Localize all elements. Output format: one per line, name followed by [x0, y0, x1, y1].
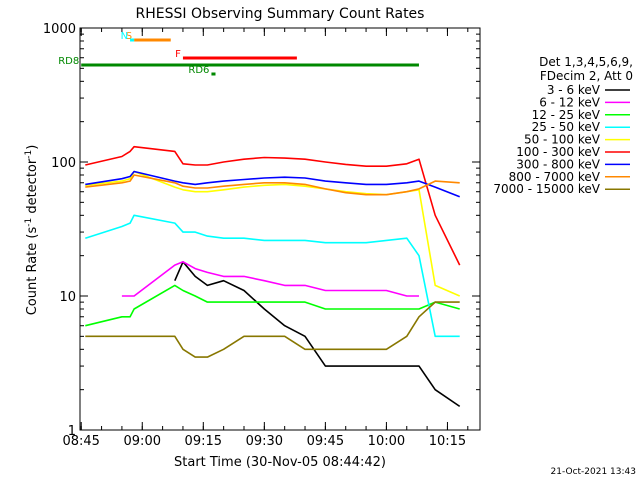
interval-label-rd6: RD6: [188, 65, 209, 76]
plot-area-border: [79, 27, 481, 431]
series-line-300-800-kev: [85, 170, 460, 198]
legend-label: 800 - 7000 keV: [509, 170, 601, 184]
interval-label-s: S: [126, 31, 132, 42]
series-line-3-6-kev: [174, 261, 461, 408]
legend-label: 50 - 100 keV: [524, 133, 601, 147]
x-tick-label: 08:45: [62, 434, 99, 449]
legend-label: 6 - 12 keV: [539, 95, 601, 109]
x-tick-label: 09:15: [185, 434, 222, 449]
interval-label-f: F: [175, 49, 181, 60]
series-layer: [85, 145, 461, 408]
series-line-7000-15000-kev: [85, 301, 460, 358]
y-axis-label-part-3: ): [25, 145, 40, 150]
series-line-25-50-kev: [85, 214, 460, 338]
chart-title: RHESSI Observing Summary Count Rates: [136, 6, 425, 22]
y-axis-label-sup-1: -1: [24, 218, 34, 227]
legend-label: 25 - 50 keV: [532, 120, 601, 134]
y-axis-label-part-2: detector: [25, 158, 40, 218]
legend-label: 100 - 300 keV: [516, 145, 600, 159]
legend-label: 12 - 25 keV: [532, 108, 601, 122]
series-line-12-25-kev: [85, 284, 460, 327]
legend-header-line-1: Det 1,3,4,5,6,9,: [539, 55, 633, 69]
y-tick-label: 1000: [43, 22, 76, 37]
timestamp: 21-Oct-2021 13:43: [551, 467, 636, 477]
series-line-800-7000-kev: [85, 174, 460, 196]
x-tick-label: 09:00: [124, 434, 161, 449]
y-tick-label: 100: [51, 156, 76, 171]
overlay-layer: SN F RD6 RD8: [58, 31, 419, 76]
y-tick-label: 1: [68, 424, 76, 439]
x-tick-label: 10:15: [429, 434, 466, 449]
series-line-6-12-kev: [121, 261, 419, 297]
y-axis-label-sup-2: -1: [24, 150, 34, 159]
legend-header-line-2: FDecim 2, Att 0: [540, 69, 633, 83]
interval-label-n: N: [121, 31, 128, 42]
legend-label: 300 - 800 keV: [516, 157, 600, 171]
x-tick-label: 10:00: [368, 434, 405, 449]
interval-label-rd8: RD8: [58, 56, 79, 67]
legend-label: 3 - 6 keV: [547, 83, 601, 97]
series-line-50-100-kev: [85, 170, 461, 297]
x-axis-label: Start Time (30-Nov-05 08:44:42): [174, 455, 386, 470]
y-axis-label: Count Rate (s-1 detector-1): [24, 145, 40, 316]
series-line-100-300-kev: [85, 145, 461, 266]
y-axis-label-part-1: Count Rate (s: [25, 227, 40, 316]
plot-frame: [79, 27, 481, 431]
x-tick-label: 09:45: [307, 434, 344, 449]
x-tick-label: 09:30: [246, 434, 283, 449]
y-tick-label: 10: [59, 290, 76, 305]
legend-label: 7000 - 15000 keV: [493, 182, 600, 196]
ticks-layer: 08:45 09:00 09:15 09:30 09:45 10:00 10:15 1 10 10…: [43, 22, 480, 449]
